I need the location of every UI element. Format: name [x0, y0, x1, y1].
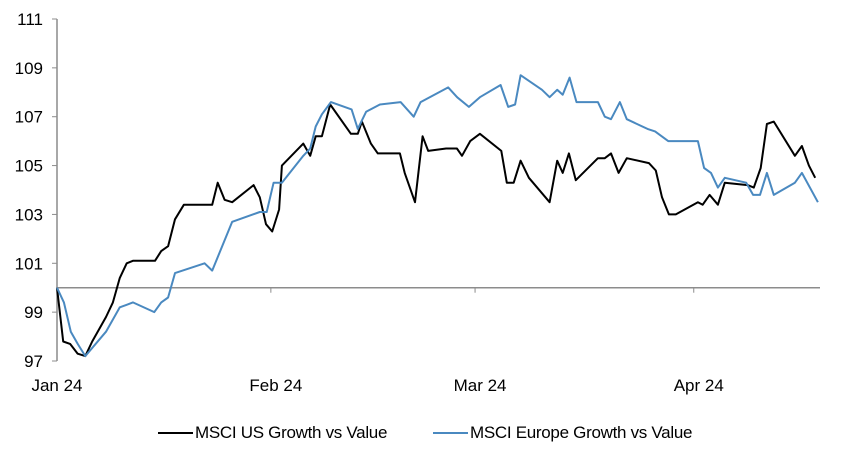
line-chart: 97 99 101 103 105 107 109 111 Jan 24 Feb 24 Mar 2…: [15, 10, 820, 395]
legend-label-europe: MSCI Europe Growth vs Value: [470, 423, 693, 442]
y-tick-label: 107: [15, 108, 43, 127]
x-tick-label: Jan 24: [31, 376, 82, 395]
y-tick-label: 105: [15, 157, 43, 176]
x-tick-label: Mar 24: [454, 376, 507, 395]
legend-swatch-europe: [433, 432, 468, 434]
series-line-msci-europe: [56, 74, 819, 358]
y-tick-label: 111: [17, 10, 43, 29]
y-tick-label: 103: [15, 205, 43, 224]
series-layer: [56, 74, 819, 358]
x-tick-label: Apr 24: [674, 376, 724, 395]
x-axis: Jan 24 Feb 24 Mar 24 Apr 24: [31, 286, 820, 395]
y-tick-label: 99: [24, 303, 43, 322]
legend-label-us: MSCI US Growth vs Value: [195, 423, 388, 442]
y-tick-label: 109: [15, 59, 43, 78]
y-tick-label: 97: [24, 352, 43, 371]
legend-item-us: MSCI US Growth vs Value: [158, 423, 387, 443]
legend-swatch-us: [158, 432, 193, 434]
y-axis: 97 99 101 103 105 107 109 111: [15, 10, 58, 371]
y-tick-label: 101: [15, 254, 43, 273]
legend: MSCI US Growth vs Value MSCI Europe Grow…: [0, 423, 852, 447]
legend-item-europe: MSCI Europe Growth vs Value: [433, 423, 692, 443]
series-line-msci-us: [56, 103, 817, 358]
x-tick-label: Feb 24: [249, 376, 302, 395]
